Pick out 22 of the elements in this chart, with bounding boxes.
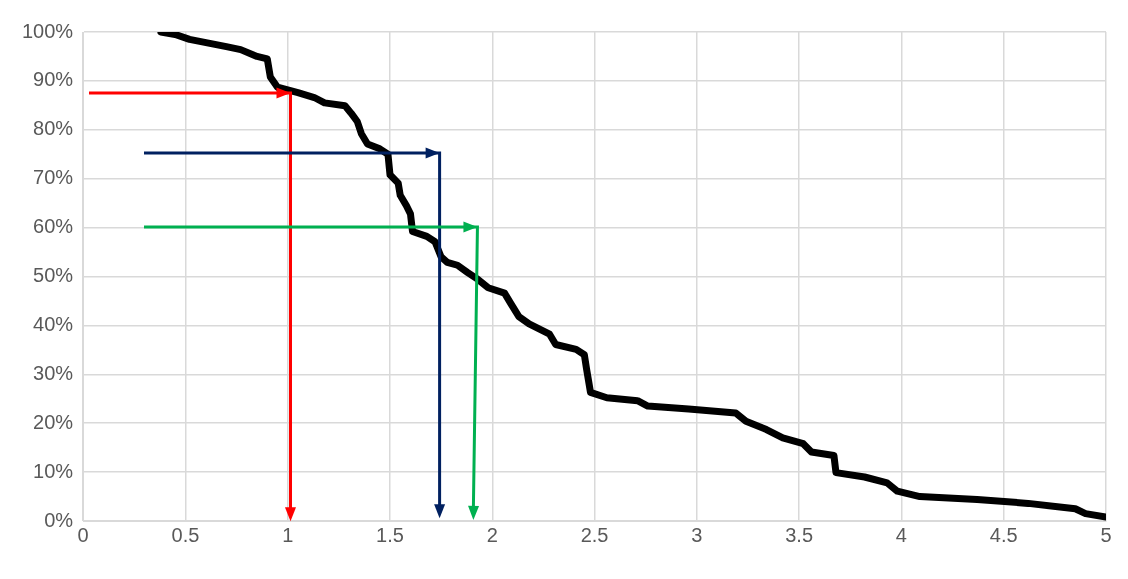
y-tick-label: 50%	[33, 264, 74, 287]
x-tick-label: 0	[77, 523, 89, 546]
x-tick-label: 2.5	[580, 523, 609, 546]
x-tick-label: 4.5	[989, 523, 1018, 546]
x-tick-label: 0.5	[171, 523, 200, 546]
x-tick-label: 1	[282, 523, 294, 546]
y-tick-label: 30%	[33, 361, 74, 384]
x-tick-label: 3.5	[785, 523, 814, 546]
y-tick-label: 10%	[33, 459, 74, 482]
x-tick-label: 3	[691, 523, 703, 546]
x-tick-label: 2	[486, 523, 498, 546]
y-tick-label: 100%	[22, 19, 74, 42]
y-tick-label: 90%	[33, 68, 74, 91]
y-tick-label: 20%	[33, 410, 74, 433]
y-tick-label: 60%	[33, 215, 74, 238]
y-tick-label: 0%	[44, 508, 74, 531]
y-tick-label: 70%	[33, 166, 74, 189]
y-tick-label: 40%	[33, 312, 74, 335]
y-tick-label: 80%	[33, 117, 74, 140]
x-tick-label: 5	[1100, 523, 1112, 546]
x-tick-label: 4	[895, 523, 907, 546]
x-tick-label: 1.5	[376, 523, 404, 546]
